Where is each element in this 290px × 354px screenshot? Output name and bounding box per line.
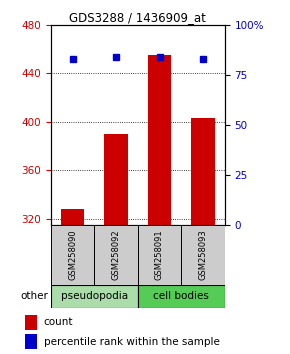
Bar	[181, 225, 225, 285]
Bar	[25, 315, 37, 330]
Text: percentile rank within the sample: percentile rank within the sample	[44, 337, 220, 347]
Text: other: other	[21, 291, 49, 302]
Bar	[51, 285, 138, 308]
Bar	[138, 285, 225, 308]
Text: GSM258092: GSM258092	[111, 229, 121, 280]
Bar	[25, 334, 37, 349]
Bar	[94, 225, 138, 285]
Bar	[51, 225, 94, 285]
Bar	[61, 209, 84, 225]
Text: count: count	[44, 317, 73, 327]
Text: GSM258091: GSM258091	[155, 229, 164, 280]
Bar	[104, 134, 128, 225]
Bar	[191, 118, 215, 225]
Text: pseudopodia: pseudopodia	[61, 291, 128, 302]
Text: cell bodies: cell bodies	[153, 291, 209, 302]
Bar	[148, 55, 171, 225]
Text: GSM258093: GSM258093	[198, 229, 208, 280]
Text: GSM258090: GSM258090	[68, 229, 77, 280]
Title: GDS3288 / 1436909_at: GDS3288 / 1436909_at	[69, 11, 206, 24]
Bar	[138, 225, 181, 285]
